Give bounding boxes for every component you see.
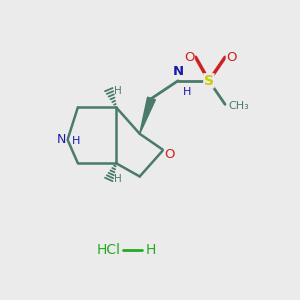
Text: O: O <box>184 51 194 64</box>
Text: HCl: HCl <box>97 243 121 257</box>
Text: H: H <box>71 136 80 146</box>
Text: H: H <box>183 87 192 97</box>
Text: O: O <box>226 51 237 64</box>
Text: O: O <box>164 148 175 161</box>
Polygon shape <box>140 97 155 134</box>
Text: H: H <box>114 86 122 96</box>
Text: N: N <box>56 133 66 146</box>
Text: H: H <box>114 174 122 184</box>
Text: H: H <box>146 243 156 257</box>
Text: CH₃: CH₃ <box>228 101 249 111</box>
Text: N: N <box>172 65 184 78</box>
Text: S: S <box>204 74 214 88</box>
